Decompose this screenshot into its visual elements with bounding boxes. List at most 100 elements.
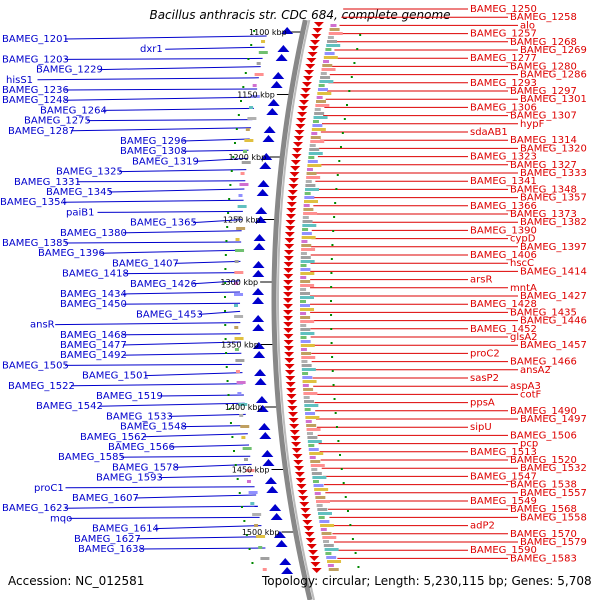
gc-dot (224, 324, 227, 326)
label-leader (98, 66, 261, 71)
gene-label-reverse: BAMEG_1397 (520, 242, 587, 253)
reverse-gene-arrow (283, 262, 294, 267)
gc-dot (335, 188, 338, 190)
gene-label-forward: BAMEG_1385 (2, 238, 69, 249)
forward-gene-arrow (257, 180, 270, 187)
annotation-strip (311, 132, 318, 135)
forward-gene-arrow (254, 216, 267, 223)
reverse-gene-arrow (283, 316, 294, 321)
annotation-strip (320, 72, 327, 75)
annotation-strip (310, 140, 325, 143)
annotation-strip (301, 352, 312, 355)
reverse-gene-arrow (300, 508, 311, 513)
gene-label-reverse: BAMEG_1570 (510, 529, 577, 540)
reverse-gene-arrow (284, 358, 295, 363)
gc-dot (226, 226, 229, 228)
gc-dot (224, 338, 227, 340)
reverse-gene-arrow (299, 100, 309, 105)
annotation-strip (234, 315, 244, 318)
gene-label-reverse: BAMEG_1435 (510, 307, 577, 318)
annotation-strip (303, 204, 310, 207)
annotation-strip (309, 144, 316, 147)
annotation-strip (319, 80, 334, 83)
tick-label: 1150 kbp (237, 91, 275, 100)
annotation-strip (234, 282, 239, 285)
gc-dot (330, 314, 333, 316)
gene-label-reverse: BAMEG_1333 (520, 168, 587, 179)
annotation-strip (244, 139, 254, 142)
annotation-strip (235, 370, 240, 373)
annotation-strip (310, 464, 325, 467)
gc-dot (342, 482, 345, 484)
annotation-strip (238, 403, 248, 406)
gene-label-reverse: BAMEG_1390 (470, 225, 537, 236)
gene-label-forward: paiB1 (66, 207, 94, 218)
reverse-gene-arrow (299, 94, 310, 99)
gene-label-forward: BAMEG_1533 (106, 411, 173, 422)
reverse-gene-arrow (309, 556, 320, 561)
reverse-gene-arrow (298, 106, 309, 111)
annotation-strip (300, 328, 311, 331)
gene-label-reverse: BAMEG_1532 (520, 463, 587, 474)
reverse-gene-arrow (290, 166, 301, 171)
annotation-strip (323, 544, 334, 547)
gc-dot (332, 230, 335, 232)
gc-dot (356, 48, 359, 50)
gc-dot (359, 34, 362, 36)
annotation-strip (308, 448, 319, 451)
gene-label-reverse: BAMEG_1513 (470, 447, 537, 458)
gene-label-forward: dxr1 (140, 44, 163, 55)
label-leader (64, 505, 258, 509)
label-leader (158, 394, 244, 397)
annotation-strip (327, 36, 334, 39)
reverse-gene-arrow (304, 532, 315, 537)
gene-label-reverse: BAMEG_1297 (510, 86, 577, 97)
gene-label-reverse: BAMEG_1301 (520, 94, 587, 105)
forward-gene-arrow (264, 477, 277, 484)
gene-label-reverse: BAMEG_1277 (470, 53, 537, 64)
gc-dot (234, 464, 237, 466)
reverse-gene-arrow (283, 268, 294, 273)
reverse-gene-arrow (300, 88, 311, 93)
reverse-gene-arrow (288, 178, 299, 183)
forward-gene-arrow (252, 288, 265, 295)
annotation-strip (307, 440, 322, 443)
gene-label-reverse: BAMEG_1258 (510, 12, 577, 23)
label-leader (182, 425, 247, 428)
annotation-strip (254, 524, 259, 527)
annotation-strip (303, 388, 314, 391)
annotation-strip (301, 244, 312, 247)
annotation-strip (301, 360, 308, 363)
annotation-strip (300, 260, 315, 263)
gene-label-reverse: adP2 (470, 521, 495, 532)
annotation-strip (305, 420, 312, 423)
gc-dot (238, 492, 241, 494)
annotation-strip (311, 468, 318, 471)
annotation-strip (245, 128, 250, 131)
forward-gene-arrow (252, 270, 265, 277)
gc-dot (225, 240, 228, 242)
reverse-gene-arrow (283, 298, 294, 303)
forward-gene-arrow (254, 378, 267, 385)
reverse-gene-arrow (308, 46, 319, 51)
reverse-gene-arrow (284, 250, 294, 255)
label-leader (124, 272, 241, 275)
reverse-gene-arrow (297, 490, 308, 495)
gene-label-forward: BAMEG_1519 (96, 391, 163, 402)
gc-dot (245, 534, 248, 536)
label-leader (118, 169, 247, 173)
forward-gene-arrow (275, 54, 288, 61)
gc-dot (240, 100, 242, 102)
gene-label-reverse: BAMEG_1547 (470, 471, 537, 482)
gc-dot (330, 342, 333, 344)
label-leader (55, 322, 241, 326)
annotation-strip (323, 540, 330, 543)
gene-label-forward: BAMEG_1614 (92, 524, 159, 535)
annotation-strip (262, 568, 267, 571)
forward-gene-arrow (253, 234, 266, 241)
label-leader (182, 149, 249, 152)
gene-label-forward: BAMEG_1287 (8, 126, 75, 137)
forward-gene-arrow (281, 567, 294, 574)
gene-label-forward: BAMEG_1434 (60, 289, 127, 300)
reverse-gene-arrow (286, 388, 297, 393)
